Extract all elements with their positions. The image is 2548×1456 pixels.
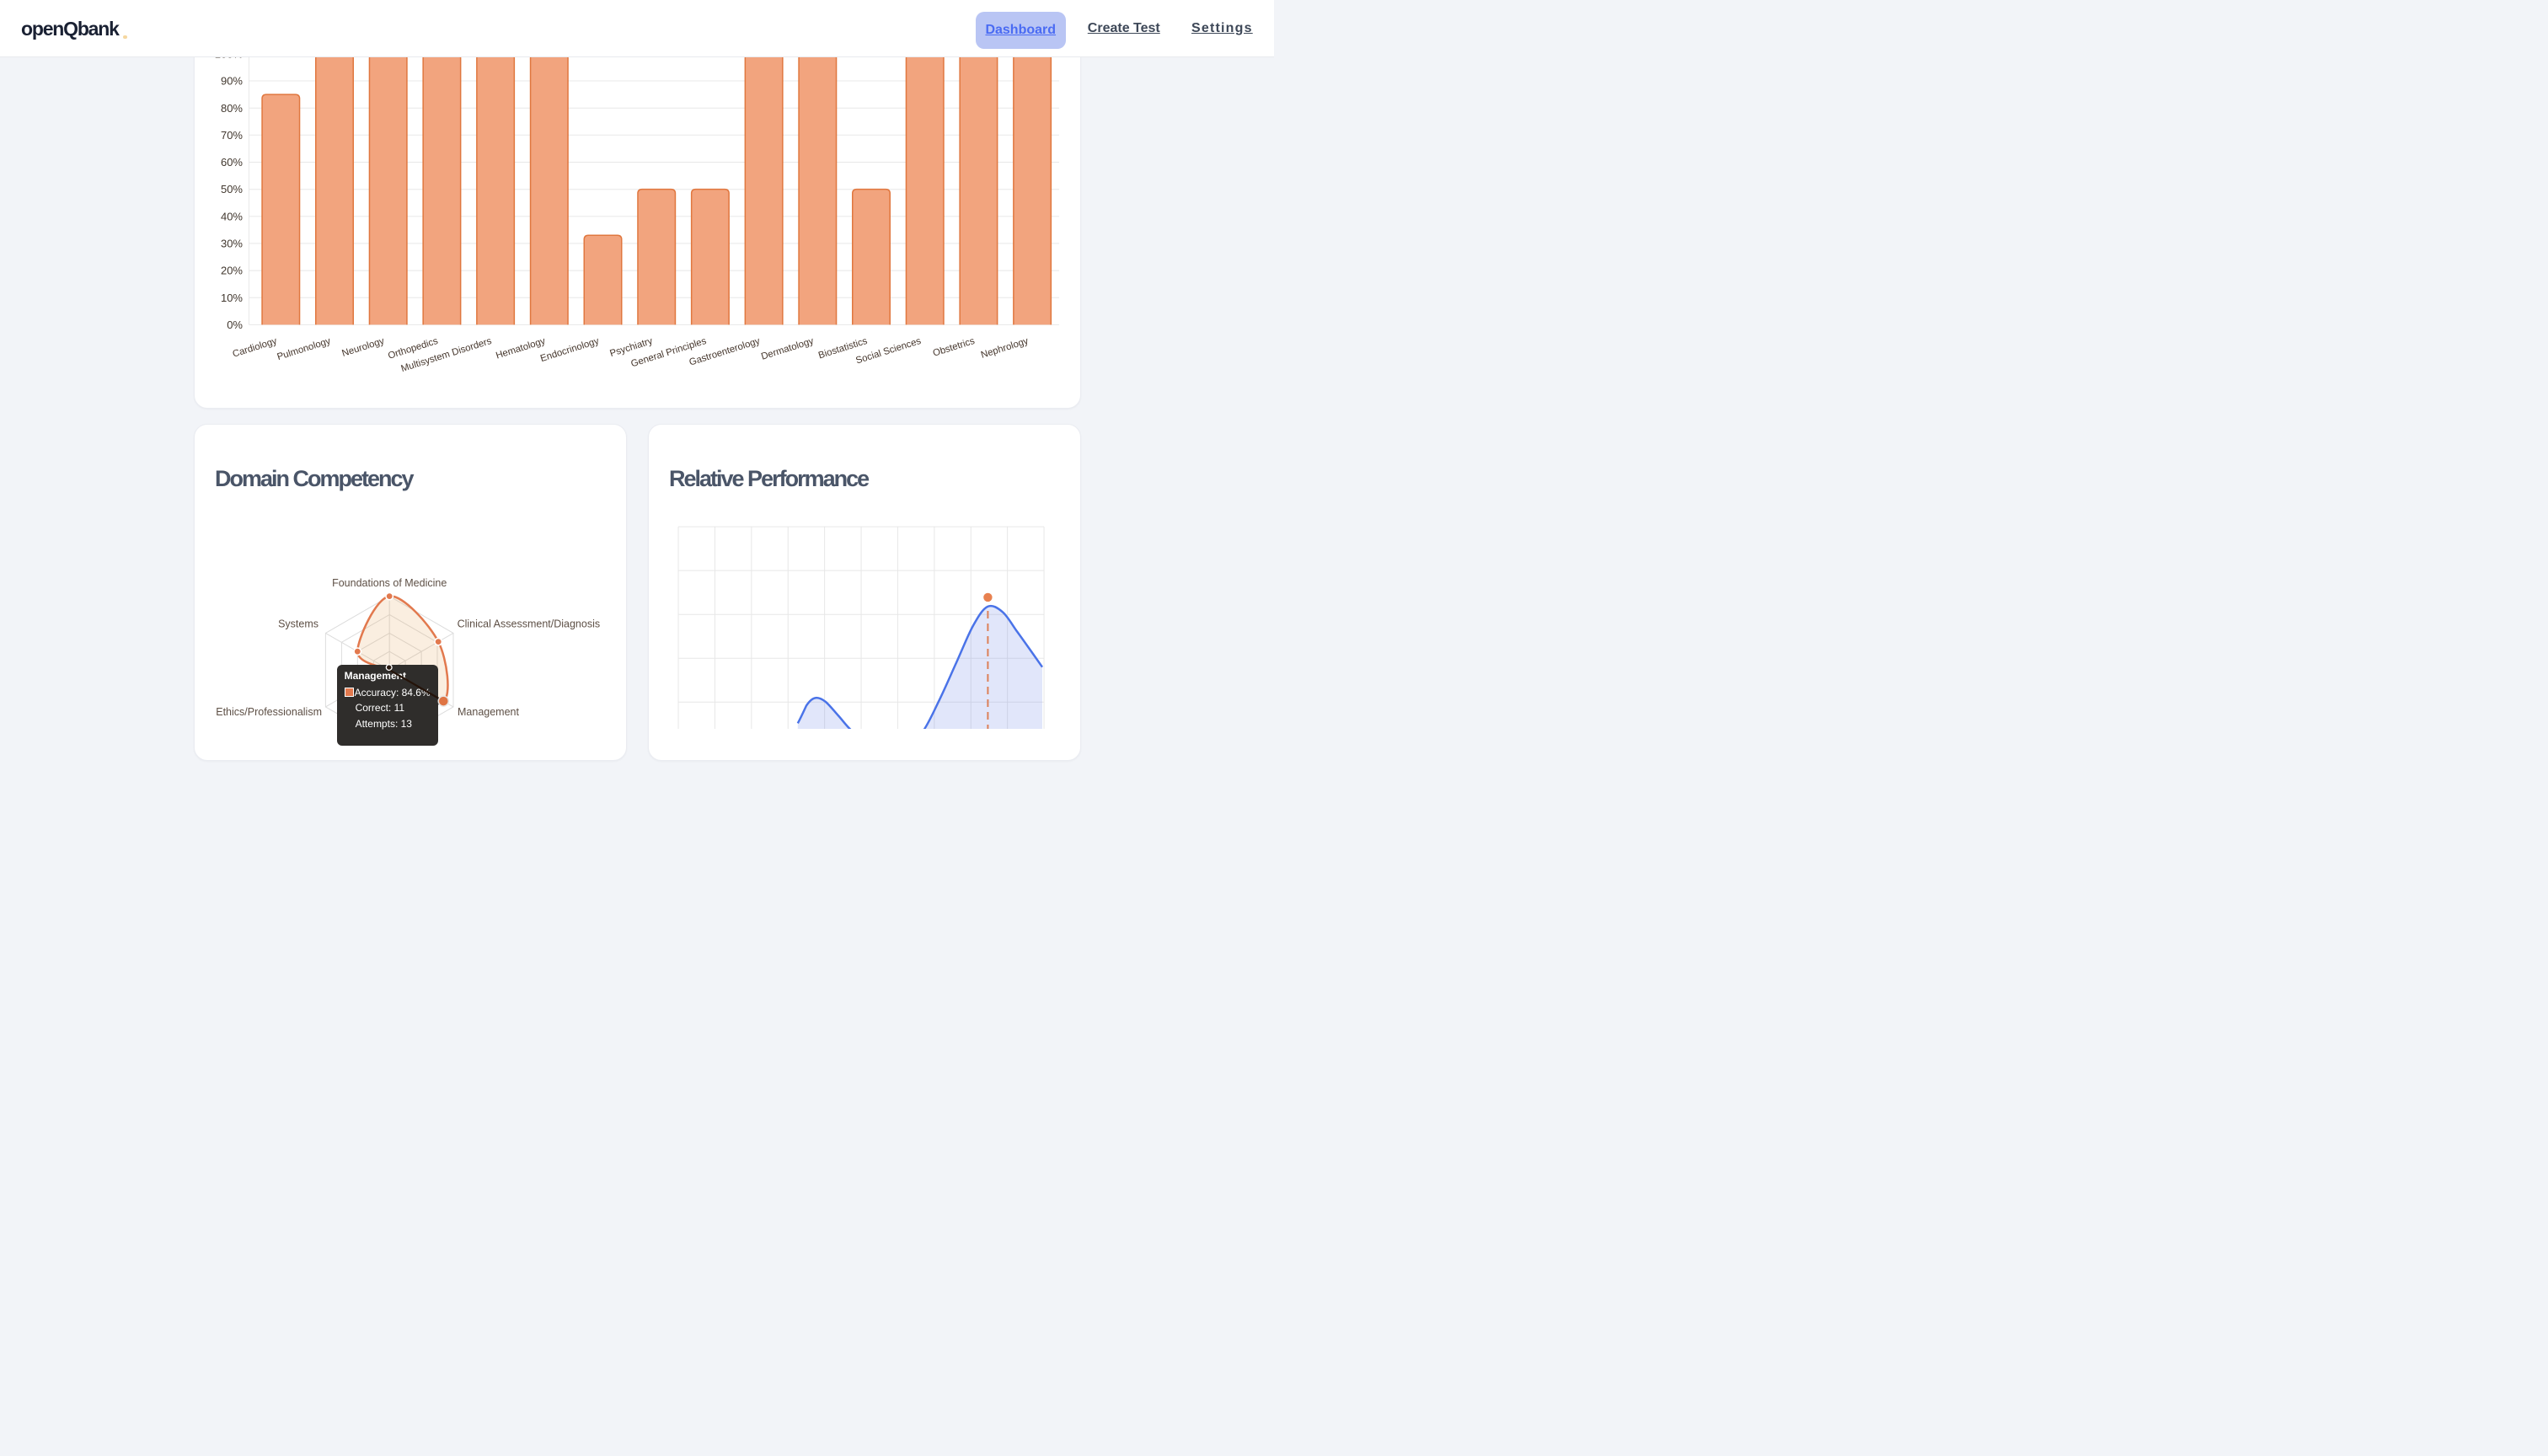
svg-text:40%: 40% (221, 210, 243, 222)
svg-text:Pulmonology: Pulmonology (276, 336, 332, 362)
svg-text:30%: 30% (221, 238, 243, 250)
svg-text:Endocrinology: Endocrinology (539, 336, 601, 364)
svg-text:Ethics/Professionalism: Ethics/Professionalism (216, 705, 322, 717)
svg-text:80%: 80% (221, 102, 243, 115)
svg-text:10%: 10% (221, 292, 243, 304)
svg-text:90%: 90% (221, 75, 243, 88)
svg-text:20%: 20% (221, 265, 243, 277)
svg-text:60%: 60% (221, 156, 243, 169)
svg-text:0%: 0% (227, 318, 243, 331)
svg-text:50%: 50% (221, 183, 243, 195)
svg-text:Cardiology: Cardiology (232, 336, 279, 360)
svg-text:Dermatology: Dermatology (760, 336, 815, 362)
svg-text:Clinical Assessment/Diagnosis: Clinical Assessment/Diagnosis (458, 618, 601, 629)
svg-text:Obstetrics: Obstetrics (932, 336, 977, 359)
svg-text:Management: Management (458, 705, 519, 717)
svg-text:Nephrology: Nephrology (980, 336, 1030, 361)
svg-text:Foundations of Medicine: Foundations of Medicine (332, 577, 447, 589)
svg-text:Hematology: Hematology (495, 336, 547, 361)
svg-text:Systems: Systems (278, 618, 318, 629)
svg-text:Neurology: Neurology (340, 336, 385, 359)
svg-text:70%: 70% (221, 129, 243, 142)
svg-text:Multisystem Disorders: Multisystem Disorders (400, 336, 494, 374)
